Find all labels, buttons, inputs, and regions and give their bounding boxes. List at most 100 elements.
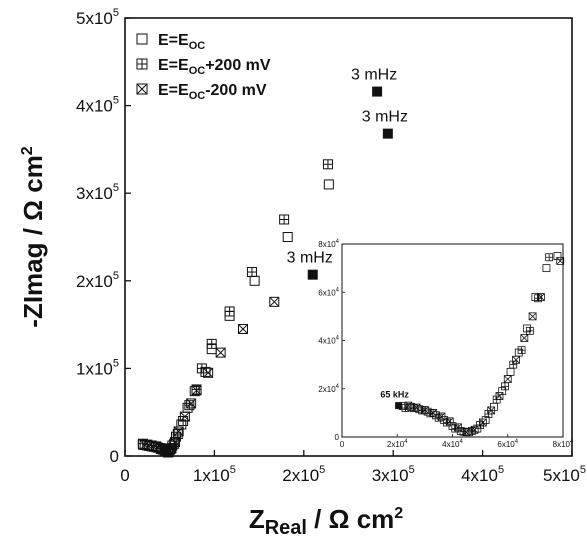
- legend-label: E=EOC+200 mV: [158, 57, 271, 77]
- data-point: [269, 296, 280, 307]
- highlight-point: [307, 269, 318, 280]
- legend-marker: [136, 33, 148, 45]
- inset-y-tick-label: 8x104: [318, 239, 339, 249]
- data-point-box: [163, 447, 174, 458]
- data-point-diag2: [203, 367, 213, 378]
- inset-data-point: [432, 411, 440, 420]
- data-point-diag2: [161, 446, 171, 457]
- data-point: [173, 426, 184, 437]
- inset-data-point: [528, 312, 537, 321]
- data-point-box: [173, 426, 184, 437]
- inset-x-tick-label: 2x104: [387, 439, 408, 449]
- y-tick-label: 3x105: [76, 182, 119, 203]
- inset-data-point-box: [404, 401, 413, 410]
- inset-data-point: [423, 407, 432, 416]
- inset-data-point-diag2: [528, 312, 537, 321]
- legend-label: E=EOC-200 mV: [158, 82, 267, 102]
- data-point-diag2: [173, 426, 184, 437]
- data-point-diag2: [180, 411, 190, 422]
- data-point: [215, 347, 226, 358]
- inset-data-point: [495, 392, 504, 400]
- y-tick-label: 1x105: [76, 357, 119, 378]
- data-point-box: [249, 275, 260, 286]
- inset-data-point: [437, 412, 446, 421]
- inset-data-point: [542, 264, 551, 273]
- data-point-diag2: [215, 347, 226, 358]
- inset-x-tick-label: 4x104: [442, 439, 463, 449]
- legend-marker: [136, 83, 148, 95]
- y-tick-label: 0: [110, 447, 119, 466]
- inset-y-tick-label: 0: [335, 433, 340, 442]
- data-point: [166, 443, 177, 454]
- inset-data-point-box: [537, 293, 545, 301]
- inset-data-point: [420, 406, 429, 414]
- data-point: [203, 367, 214, 378]
- inset-data-point: [412, 403, 421, 412]
- inset-data-point-diag2: [437, 412, 446, 421]
- inset-data-point: [415, 405, 424, 414]
- inset-data-point: [498, 387, 507, 396]
- inset-data-point-diag2: [503, 375, 512, 383]
- y-tick-label: 4x105: [76, 95, 119, 116]
- x-tick-label: 5x105: [543, 464, 586, 485]
- data-point: [189, 386, 200, 397]
- inset-data-point-box: [462, 428, 471, 437]
- x-tick-label: 3x105: [372, 464, 415, 485]
- inset-data-point: [556, 256, 565, 265]
- inset-data-point: [404, 401, 413, 410]
- data-point: [323, 179, 334, 190]
- data-point-box: [161, 446, 172, 457]
- data-point-diag2: [186, 398, 197, 409]
- inset-data-point-box: [512, 355, 520, 364]
- data-point-box: [191, 385, 202, 396]
- inset-data-point-box: [503, 375, 512, 384]
- legend-marker-diag2: [136, 83, 148, 95]
- highlight-point: [372, 86, 383, 97]
- frequency-annotation: 3 mHz: [362, 109, 408, 126]
- inset-data-point-box: [498, 387, 507, 396]
- inset-data-point-box: [437, 412, 446, 421]
- inset-data-point-box: [528, 312, 537, 321]
- y-tick-label: 2x105: [76, 270, 119, 291]
- inset-data-point: [537, 293, 545, 301]
- data-point-box: [203, 367, 214, 378]
- data-point: [179, 411, 190, 422]
- data-point: [322, 159, 333, 170]
- inset-y-tick-label: 6x104: [318, 287, 339, 297]
- data-point-box: [323, 179, 334, 190]
- inset-data-point-box: [412, 403, 421, 412]
- inset-data-point-diag2: [412, 403, 421, 412]
- data-point-box: [215, 347, 226, 358]
- inset-x-tick-label: 8x104: [553, 439, 574, 449]
- data-point: [200, 366, 211, 377]
- data-point: [170, 436, 181, 447]
- inset-data-point-diag2: [537, 293, 545, 301]
- inset-data-point-box: [495, 392, 504, 400]
- data-point-box: [166, 443, 177, 454]
- inset-data-point-diag2: [429, 409, 437, 417]
- inset-data-point-box: [415, 405, 424, 414]
- data-point: [186, 398, 197, 409]
- data-point-box: [170, 436, 181, 447]
- inset-data-point: [520, 334, 529, 342]
- inset-data-point: [462, 428, 471, 437]
- x-tick-label: 1x105: [193, 464, 236, 485]
- inset-data-point-box: [523, 324, 531, 333]
- inset-data-point-box: [542, 264, 551, 273]
- inset-data-point: [523, 324, 531, 333]
- inset-data-point-box: [445, 417, 454, 426]
- inset-data-point: [512, 355, 520, 364]
- inset-data-point: [487, 406, 496, 415]
- inset-data-point-diag2: [512, 356, 520, 364]
- inset-data-point-diag2: [487, 406, 495, 415]
- legend-label: E=EOC: [158, 32, 205, 52]
- y-axis-label: -ZImag / Ω cm2: [18, 146, 48, 328]
- data-point: [206, 338, 217, 349]
- x-tick-label: 4x105: [461, 464, 504, 485]
- inset-y-tick-label: 4x104: [318, 336, 339, 346]
- inset-data-point: [503, 375, 512, 384]
- inset-data-point-box: [423, 407, 432, 416]
- data-point-box: [282, 232, 293, 242]
- data-point-diag2: [191, 385, 202, 396]
